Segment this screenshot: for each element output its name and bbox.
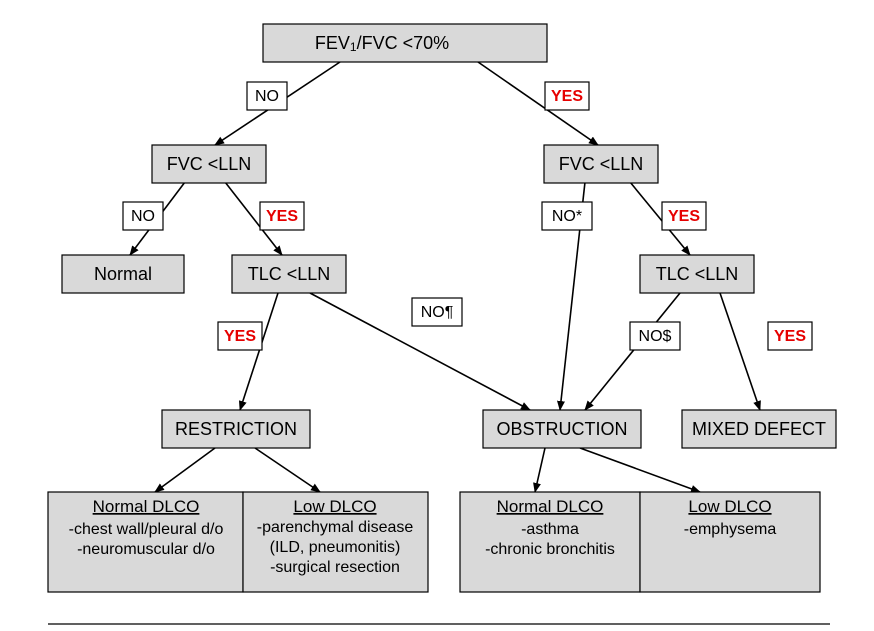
edge-tlcleft-restriction <box>240 293 278 410</box>
node-obstruction-text: OBSTRUCTION <box>496 419 627 439</box>
node-normal-text: Normal <box>94 264 152 284</box>
edge-restriction-right <box>255 448 320 492</box>
node-mixed-text: MIXED DEFECT <box>692 419 826 439</box>
edge-obstruction-left <box>535 448 545 492</box>
node-fvc-right-text: FVC <LLN <box>559 154 644 174</box>
label-fvcleft-yes: YES <box>266 208 298 225</box>
leaf-obstr-low-l0: -emphysema <box>684 521 777 538</box>
leaf-restr-low-title: Low DLCO <box>293 497 376 516</box>
label-tlcleft-yes: YES <box>224 328 256 345</box>
leaf-restr-low-l2: -surgical resection <box>270 559 400 576</box>
label-root-no: NO <box>255 88 279 105</box>
leaf-obstr-normal-l0: -asthma <box>521 521 579 538</box>
leaf-restr-normal-l0: -chest wall/pleural d/o <box>69 521 224 538</box>
leaf-restr-low-l0: -parenchymal disease <box>257 519 414 536</box>
leaf-restr-normal-title: Normal DLCO <box>93 497 200 516</box>
label-fvcright-nostar: NO* <box>552 208 582 225</box>
leaf-restr-low-l1: (ILD, pneumonitis) <box>270 539 401 556</box>
leaf-obstr-normal-title: Normal DLCO <box>497 497 604 516</box>
label-fvcleft-no: NO <box>131 208 155 225</box>
label-tlcleft-nopara: NO¶ <box>421 304 454 321</box>
label-tlcright-nodollar: NO$ <box>639 328 672 345</box>
edge-restriction-left <box>155 448 215 492</box>
leaf-obstr-normal-l1: -chronic bronchitis <box>485 541 615 558</box>
node-fvc-left-text: FVC <LLN <box>167 154 252 174</box>
edge-obstruction-right <box>580 448 700 492</box>
node-tlc-left-text: TLC <LLN <box>248 264 331 284</box>
node-restriction-text: RESTRICTION <box>175 419 297 439</box>
flowchart: FEV1/FVC <70% FVC <LLN FVC <LLN Normal T… <box>0 0 874 631</box>
edge-tlcright-obstruction <box>585 293 680 410</box>
leaf-obstr-low-title: Low DLCO <box>688 497 771 516</box>
node-root-text: FEV1/FVC <70% <box>315 33 449 54</box>
node-tlc-right-text: TLC <LLN <box>656 264 739 284</box>
leaf-restr-normal-l1: -neuromuscular d/o <box>77 541 215 558</box>
label-tlcright-yes: YES <box>774 328 806 345</box>
label-fvcright-yes: YES <box>668 208 700 225</box>
label-root-yes: YES <box>551 88 583 105</box>
edge-tlcright-mixed <box>720 293 760 410</box>
